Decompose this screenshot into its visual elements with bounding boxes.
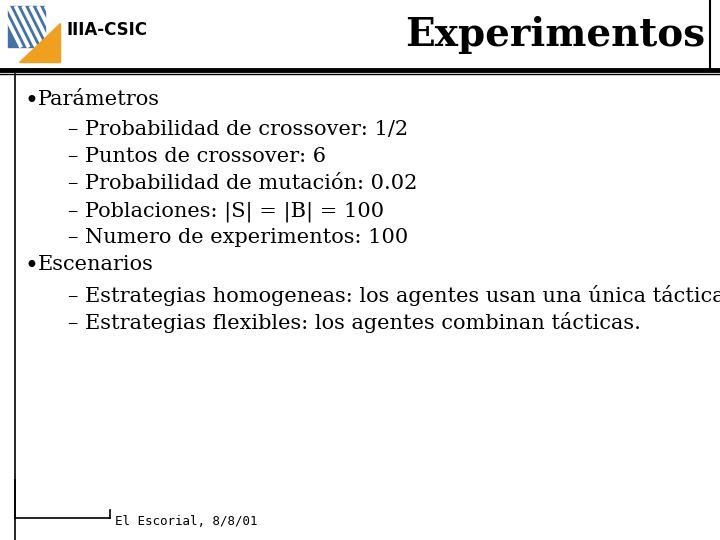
Bar xyxy=(8,6,45,48)
Text: – Numero de experimentos: 100: – Numero de experimentos: 100 xyxy=(68,228,408,247)
Text: Escenarios: Escenarios xyxy=(38,255,154,274)
Text: – Probabilidad de crossover: 1/2: – Probabilidad de crossover: 1/2 xyxy=(68,120,408,139)
Text: IIIA-CSIC: IIIA-CSIC xyxy=(67,21,148,38)
Text: •: • xyxy=(25,255,39,278)
Text: – Estrategias flexibles: los agentes combinan tácticas.: – Estrategias flexibles: los agentes com… xyxy=(68,312,641,333)
Text: – Estrategias homogeneas: los agentes usan una única táctica: – Estrategias homogeneas: los agentes us… xyxy=(68,285,720,306)
Text: Parámetros: Parámetros xyxy=(38,90,160,109)
Text: •: • xyxy=(25,90,39,113)
Text: Experimentos: Experimentos xyxy=(405,16,705,55)
Text: El Escorial, 8/8/01: El Escorial, 8/8/01 xyxy=(115,515,258,528)
Polygon shape xyxy=(19,23,60,62)
Text: – Poblaciones: |S| = |B| = 100: – Poblaciones: |S| = |B| = 100 xyxy=(68,201,384,221)
Text: – Puntos de crossover: 6: – Puntos de crossover: 6 xyxy=(68,147,326,166)
Text: – Probabilidad de mutación: 0.02: – Probabilidad de mutación: 0.02 xyxy=(68,174,418,193)
